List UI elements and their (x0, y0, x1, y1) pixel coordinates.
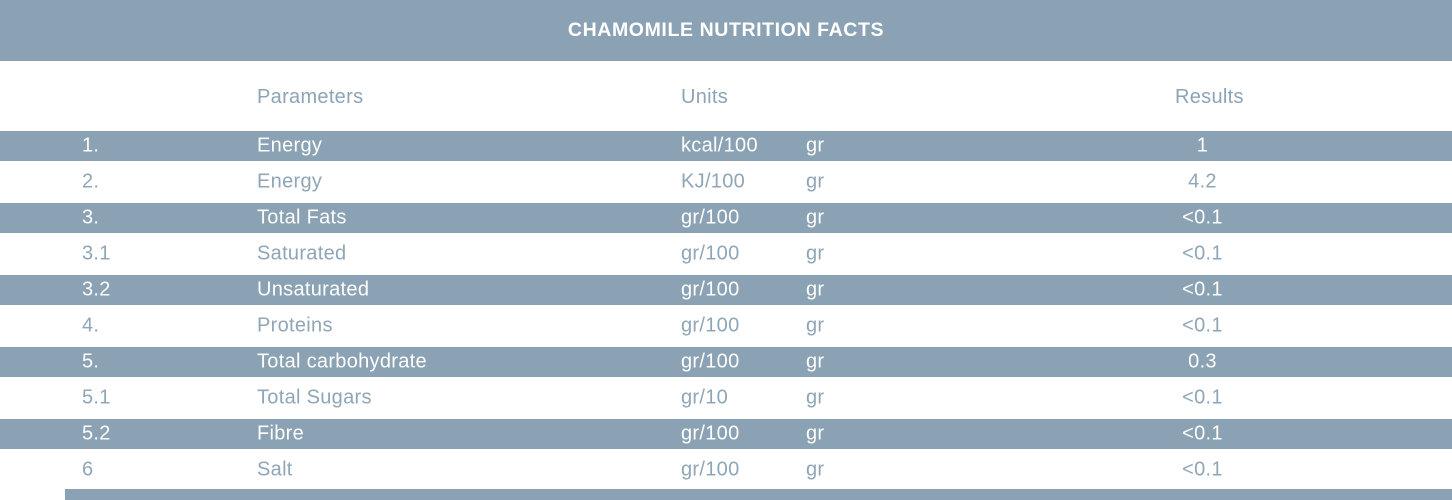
unit-per: gr/100 (681, 242, 740, 265)
unit-per: KJ/100 (681, 170, 746, 193)
unit-per: gr/100 (681, 350, 740, 373)
table-row: 6 Salt gr/100 gr <0.1 (0, 452, 1452, 488)
unit-per: gr/100 (681, 206, 740, 229)
page-title: CHAMOMILE NUTRITION FACTS (567, 19, 885, 41)
result-value: <0.1 (1182, 386, 1223, 409)
row-index: 5.2 (82, 422, 111, 445)
table-row: 5. Total carbohydrate gr/100 gr 0.3 (0, 344, 1452, 380)
parameter-name: Energy (257, 170, 323, 193)
title-bar: CHAMOMILE NUTRITION FACTS (0, 0, 1452, 61)
column-header-parameters: Parameters (257, 86, 364, 108)
unit-gr: gr (806, 134, 825, 157)
result-value: <0.1 (1182, 278, 1223, 301)
table-row: 1. Energy kcal/100 gr 1 (0, 128, 1452, 164)
unit-gr: gr (806, 242, 825, 265)
unit-per: gr/100 (681, 422, 740, 445)
table-row: 5.1 Total Sugars gr/10 gr <0.1 (0, 380, 1452, 416)
unit-gr: gr (806, 314, 825, 337)
table-row: 2. Energy KJ/100 gr 4.2 (0, 164, 1452, 200)
column-header-units: Units (681, 86, 729, 108)
unit-gr: gr (806, 386, 825, 409)
row-index: 6 (82, 458, 94, 481)
result-value: 0.3 (1188, 350, 1217, 373)
unit-gr: gr (806, 422, 825, 445)
result-value: 1 (1196, 134, 1209, 157)
table-row: 3.2 Unsaturated gr/100 gr <0.1 (0, 272, 1452, 308)
unit-per: kcal/100 (681, 134, 758, 157)
table-row: 3.1 Saturated gr/100 gr <0.1 (0, 236, 1452, 272)
parameter-name: Total carbohydrate (257, 350, 427, 373)
column-header-results: Results (1175, 86, 1244, 108)
row-index: 4. (82, 314, 100, 337)
row-index: 1. (82, 134, 100, 157)
nutrition-table: 1. Energy kcal/100 gr 1 2. Energy KJ/100 gr 4.2 3.… (0, 128, 1452, 488)
unit-per: gr/100 (681, 278, 740, 301)
parameter-name: Saturated (257, 242, 347, 265)
result-value: <0.1 (1182, 242, 1223, 265)
parameter-name: Salt (257, 458, 293, 481)
parameter-name: Fibre (257, 422, 305, 445)
partial-next-row-strip (65, 489, 1452, 500)
table-row: 5.2 Fibre gr/100 gr <0.1 (0, 416, 1452, 452)
result-value: <0.1 (1182, 206, 1223, 229)
unit-gr: gr (806, 350, 825, 373)
unit-per: gr/100 (681, 314, 740, 337)
unit-gr: gr (806, 206, 825, 229)
result-value: <0.1 (1182, 422, 1223, 445)
parameter-name: Total Sugars (257, 386, 372, 409)
parameter-name: Energy (257, 134, 323, 157)
unit-gr: gr (806, 170, 825, 193)
table-row: 4. Proteins gr/100 gr <0.1 (0, 308, 1452, 344)
result-value: <0.1 (1182, 458, 1223, 481)
row-index: 3.2 (82, 278, 111, 301)
unit-gr: gr (806, 278, 825, 301)
unit-per: gr/10 (681, 386, 729, 409)
row-index: 2. (82, 170, 100, 193)
row-index: 3. (82, 206, 100, 229)
unit-gr: gr (806, 458, 825, 481)
table-row: 3. Total Fats gr/100 gr <0.1 (0, 200, 1452, 236)
parameter-name: Proteins (257, 314, 333, 337)
unit-per: gr/100 (681, 458, 740, 481)
row-index: 5. (82, 350, 100, 373)
row-index: 5.1 (82, 386, 111, 409)
parameter-name: Unsaturated (257, 278, 370, 301)
result-value: 4.2 (1188, 170, 1217, 193)
result-value: <0.1 (1182, 314, 1223, 337)
parameter-name: Total Fats (257, 206, 347, 229)
row-index: 3.1 (82, 242, 111, 265)
